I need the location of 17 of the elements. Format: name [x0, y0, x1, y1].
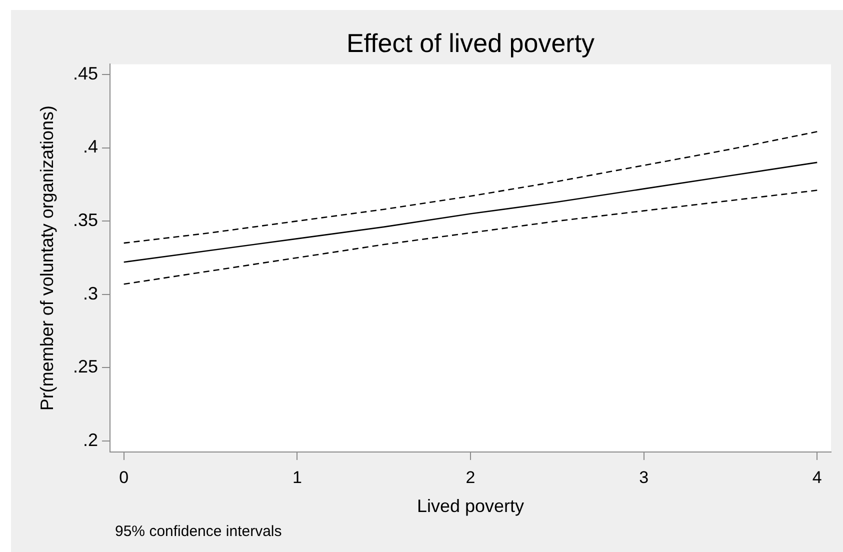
chart-title: Effect of lived poverty [346, 28, 595, 58]
y-tick-label: .3 [82, 283, 98, 304]
y-tick-label: .2 [82, 430, 98, 450]
x-tick-label: 1 [292, 468, 302, 487]
y-tick-label: .4 [82, 136, 98, 157]
line-series [123, 190, 818, 285]
y-axis-title: Pr(member of voluntaty organizations) [36, 106, 57, 411]
x-tick-label: 4 [812, 468, 822, 487]
x-tick-label: 2 [466, 468, 476, 487]
x-axis-title: Lived poverty [416, 496, 524, 516]
y-tick-label: .35 [72, 210, 98, 230]
x-tick-label: 0 [119, 468, 129, 487]
line-series [123, 130, 818, 244]
text: 95% confidence intervals [115, 523, 282, 540]
y-tick-label: .25 [72, 356, 98, 377]
y-tick-label: .45 [72, 63, 98, 84]
x-tick-label: 3 [639, 468, 649, 487]
